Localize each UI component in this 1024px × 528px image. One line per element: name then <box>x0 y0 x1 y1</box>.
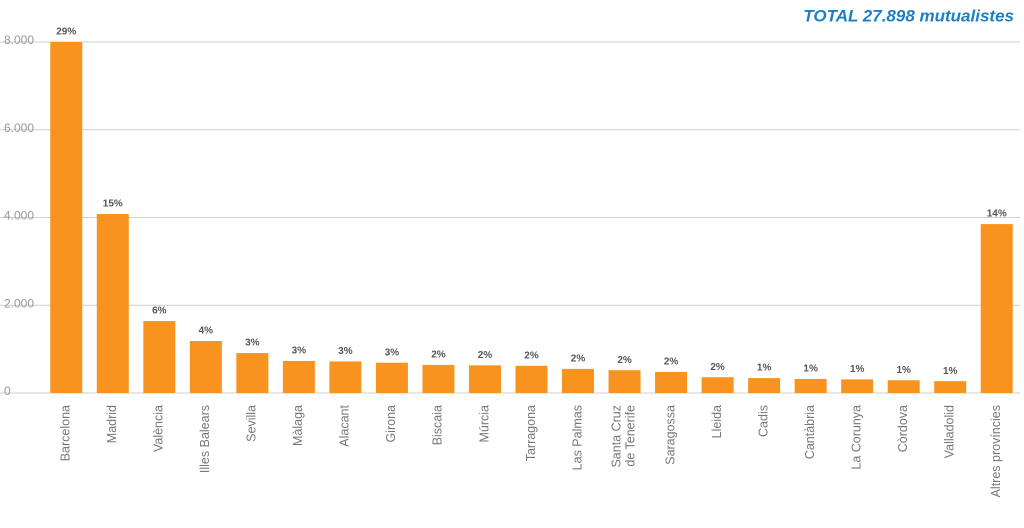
data-label: 2% <box>478 350 493 361</box>
y-tick-label: 6.000 <box>4 121 34 135</box>
data-label: 29% <box>56 27 76 38</box>
x-tick-label: Illes Balears <box>198 405 212 473</box>
bar <box>841 379 874 393</box>
y-tick-label: 0 <box>4 384 11 398</box>
x-tick-label: Tarragona <box>524 405 538 461</box>
x-tick-label: València <box>152 405 166 452</box>
data-label: 1% <box>850 364 865 375</box>
bar <box>329 361 362 393</box>
bar <box>655 371 688 393</box>
data-label: 2% <box>664 357 679 368</box>
y-tick-label: 4.000 <box>4 209 34 223</box>
bar <box>934 381 967 393</box>
x-tick-label: Sevilla <box>245 405 259 442</box>
x-tick-label: Còrdova <box>896 405 910 452</box>
chart-title: TOTAL 27.898 mutualistes <box>803 6 1014 25</box>
bar <box>189 341 222 393</box>
data-label: 2% <box>431 350 446 361</box>
data-label: 1% <box>803 364 818 375</box>
bar <box>96 213 129 393</box>
bar <box>608 370 641 393</box>
data-label: 6% <box>152 306 167 317</box>
x-tick-label: Lleida <box>710 405 724 438</box>
bar <box>515 365 548 393</box>
bar <box>887 380 920 393</box>
data-label: 2% <box>524 350 539 361</box>
x-tick-label: Girona <box>384 405 398 443</box>
bar <box>701 377 734 393</box>
x-tick-label: Alacant <box>338 404 352 446</box>
data-label: 3% <box>385 347 400 358</box>
x-tick-label: Saragossa <box>663 405 677 465</box>
bar <box>562 368 595 393</box>
data-label: 4% <box>199 326 214 337</box>
bar <box>980 224 1013 393</box>
y-tick-label: 2.000 <box>4 296 34 310</box>
data-label: 2% <box>571 354 586 365</box>
bar <box>236 353 269 393</box>
x-tick-label: Biscaia <box>431 405 445 445</box>
data-label: 1% <box>896 365 911 376</box>
x-tick-label: Múrcia <box>477 405 491 443</box>
x-tick-label: Cadis <box>756 405 770 437</box>
x-tick-label: Altres províncies <box>989 405 1003 497</box>
data-label: 2% <box>617 355 632 366</box>
data-label: 14% <box>987 209 1007 220</box>
x-tick-label: Cantàbria <box>803 405 817 459</box>
x-tick-label: Madrid <box>105 405 119 443</box>
x-tick-label: La Corunya <box>849 405 863 470</box>
data-label: 3% <box>292 346 307 357</box>
data-label: 3% <box>338 346 353 357</box>
bar <box>50 42 83 393</box>
bar <box>748 378 781 393</box>
bar <box>282 360 315 393</box>
data-label: 1% <box>943 366 958 377</box>
data-label: 2% <box>710 362 725 373</box>
x-tick-label: Las Palmas <box>570 405 584 470</box>
bar <box>794 378 827 393</box>
x-tick-label: Valladolid <box>943 405 957 458</box>
data-label: 15% <box>103 199 123 210</box>
x-tick-label: Barcelona <box>59 405 73 461</box>
y-tick-label: 8.000 <box>4 33 34 47</box>
data-label: 1% <box>757 363 772 374</box>
bar <box>468 365 501 393</box>
bar <box>143 321 176 393</box>
x-tick-label: Màlaga <box>291 405 305 446</box>
x-tick-label: Santa Cruzde Tenerife <box>610 405 638 468</box>
bar <box>422 364 455 393</box>
data-label: 3% <box>245 338 260 349</box>
bar <box>375 362 408 393</box>
